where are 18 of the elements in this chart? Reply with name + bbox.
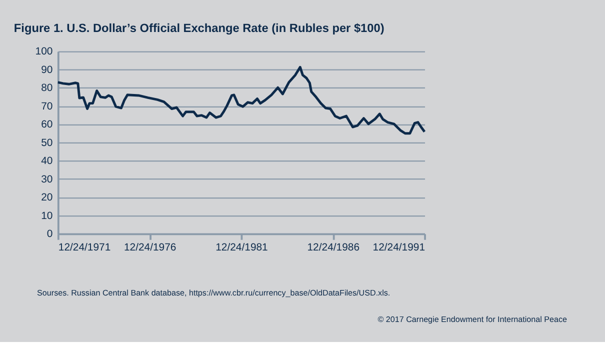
x-tick-label: 12/24/1976	[124, 242, 176, 254]
y-tick-label: 0	[46, 229, 53, 240]
x-tick-label: 12/24/1971	[58, 242, 111, 254]
x-tick-label: 12/24/1981	[216, 242, 268, 254]
y-tick-label: 40	[41, 156, 53, 168]
y-tick-label: 80	[41, 83, 53, 94]
y-tick-label: 10	[41, 210, 53, 222]
y-tick-label: 70	[41, 101, 53, 112]
x-tick-label: 12/24/1986	[307, 242, 360, 254]
x-tick-label: 12/24/1991	[372, 242, 426, 254]
chart-title: Figure 1. U.S. Dollar’s Official Exchange Rate (in Rubles per $100)	[14, 20, 384, 35]
y-tick-label: 30	[41, 174, 53, 186]
y-tick-label: 20	[41, 192, 53, 204]
y-tick-label: 60	[41, 120, 53, 131]
y-tick-label: 100	[35, 46, 53, 58]
y-tick-label: 90	[41, 64, 53, 76]
y-tick-label: 50	[41, 138, 53, 149]
line-series	[56, 66, 426, 135]
